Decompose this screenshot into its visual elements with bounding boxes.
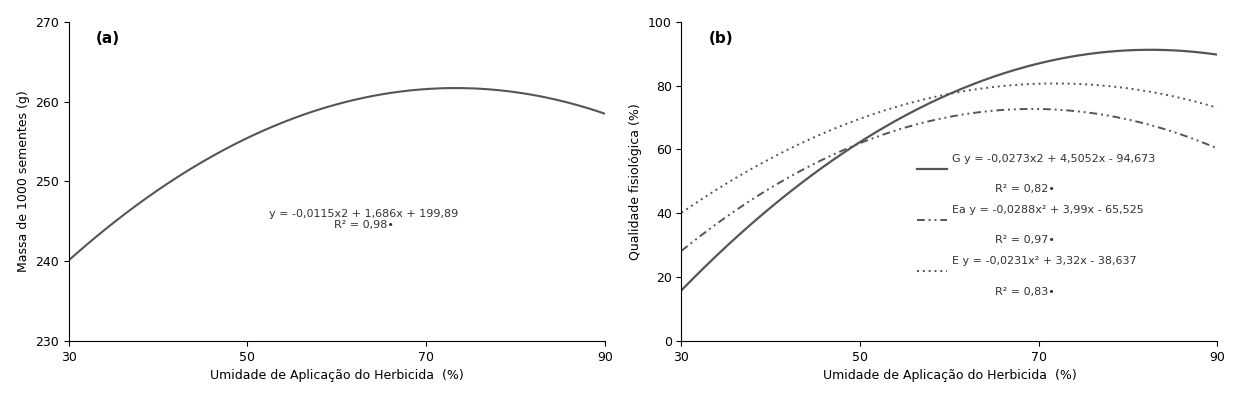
Text: R² = 0,82•: R² = 0,82• (995, 184, 1054, 194)
Text: (a): (a) (96, 31, 119, 46)
X-axis label: Umidade de Aplicação do Herbicida  (%): Umidade de Aplicação do Herbicida (%) (210, 369, 463, 382)
X-axis label: Umidade de Aplicação do Herbicida  (%): Umidade de Aplicação do Herbicida (%) (822, 369, 1077, 382)
Y-axis label: Qualidade fisiológica (%): Qualidade fisiológica (%) (630, 103, 642, 260)
Text: G y = -0,0273x2 + 4,5052x - 94,673: G y = -0,0273x2 + 4,5052x - 94,673 (953, 154, 1155, 164)
Text: Ea y = -0,0288x² + 3,99x - 65,525: Ea y = -0,0288x² + 3,99x - 65,525 (953, 205, 1144, 215)
Text: E y = -0,0231x² + 3,32x - 38,637: E y = -0,0231x² + 3,32x - 38,637 (953, 256, 1136, 266)
Text: y = -0,0115x2 + 1,686x + 199,89
R² = 0,98•: y = -0,0115x2 + 1,686x + 199,89 R² = 0,9… (270, 209, 458, 231)
Text: (b): (b) (708, 31, 733, 46)
Text: R² = 0,97•: R² = 0,97• (995, 235, 1054, 245)
Y-axis label: Massa de 1000 sementes (g): Massa de 1000 sementes (g) (16, 91, 30, 272)
Text: R² = 0,83•: R² = 0,83• (995, 286, 1054, 296)
